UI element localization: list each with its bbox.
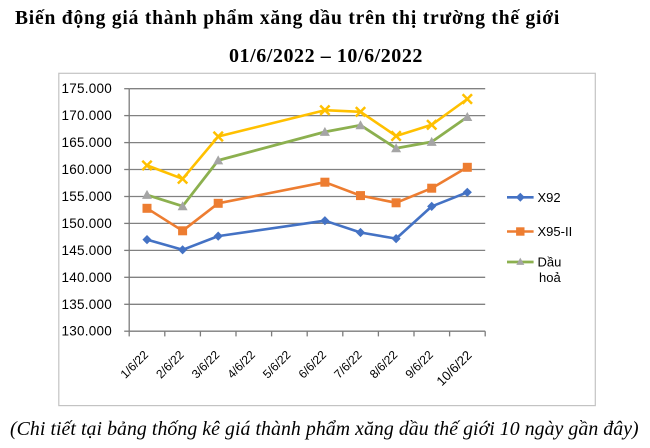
svg-text:hoả: hoả — [539, 270, 561, 285]
svg-text:145.000: 145.000 — [61, 243, 112, 258]
svg-text:160.000: 160.000 — [61, 162, 112, 177]
svg-text:6/6/22: 6/6/22 — [296, 347, 330, 381]
svg-text:7/6/22: 7/6/22 — [331, 347, 365, 381]
svg-text:Dầu: Dầu — [538, 254, 562, 269]
svg-text:135.000: 135.000 — [61, 297, 112, 312]
svg-text:2/6/22: 2/6/22 — [153, 347, 187, 381]
svg-text:170.000: 170.000 — [61, 108, 112, 123]
svg-text:10/6/22: 10/6/22 — [433, 348, 474, 389]
svg-text:4/6/22: 4/6/22 — [224, 347, 258, 381]
svg-text:155.000: 155.000 — [61, 189, 112, 204]
svg-text:130.000: 130.000 — [61, 324, 112, 339]
svg-text:175.000: 175.000 — [61, 81, 112, 96]
svg-text:8/6/22: 8/6/22 — [367, 347, 401, 381]
svg-text:150.000: 150.000 — [61, 216, 112, 231]
svg-text:X95-II: X95-II — [538, 224, 573, 239]
svg-text:165.000: 165.000 — [61, 135, 112, 150]
svg-text:9/6/22: 9/6/22 — [402, 347, 436, 381]
svg-text:5/6/22: 5/6/22 — [260, 347, 294, 381]
svg-text:X92: X92 — [538, 190, 561, 205]
svg-text:140.000: 140.000 — [61, 270, 112, 285]
svg-text:3/6/22: 3/6/22 — [189, 347, 223, 381]
svg-text:1/6/22: 1/6/22 — [118, 347, 152, 381]
